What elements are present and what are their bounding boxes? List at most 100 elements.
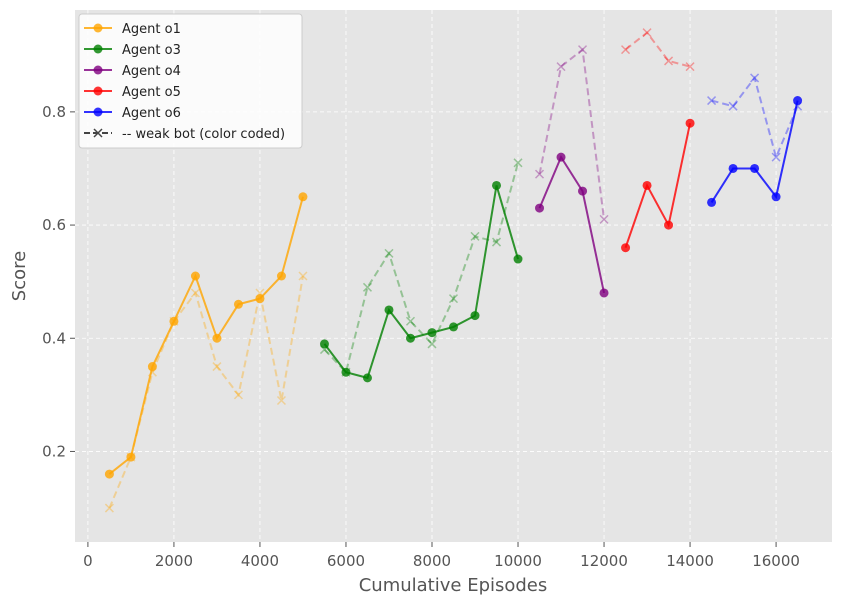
agent-o3-weak-bot-point [427, 339, 437, 349]
agent-o1-point [233, 299, 243, 309]
y-tick-label: 0.6 [42, 216, 66, 234]
agent-o4-point [556, 152, 566, 162]
x-tick-label: 8000 [413, 552, 451, 570]
agent-o4-point [578, 186, 588, 196]
agent-o3-point [470, 311, 480, 321]
agent-o1-weak-bot-point [104, 503, 114, 513]
legend: Agent o1 Agent o3 Agent o4 Agent o5 Agent o6… [78, 13, 303, 149]
agent-o3-point [341, 367, 351, 377]
agent-o6-point [728, 163, 738, 173]
x-tick-label: 12000 [580, 552, 628, 570]
agent-o3-point [427, 328, 437, 338]
agent-o6-weak-bot-point [771, 152, 781, 162]
agent-o1-weak-bot-point [276, 395, 286, 406]
legend-label: -- weak bot (color coded) [122, 127, 285, 142]
agent-o3-weak-bot-line [323, 162, 519, 375]
legend-weak-bot-marker [93, 128, 103, 138]
agent-o3-weak-bot-point [491, 237, 502, 247]
agent-o5-weak-bot-line [624, 31, 691, 68]
agent-o4-weak-bot-point [578, 45, 588, 55]
agent-o4-weak-bot-point [556, 62, 566, 72]
agent-o4-weak-bot-line [538, 47, 606, 220]
agent-o3-weak-bot-point [362, 282, 373, 292]
x-tick-label: 14000 [666, 552, 714, 570]
legend-label: Agent o1 [122, 22, 181, 37]
agent-o1-point [147, 362, 157, 372]
agent-o5-point [642, 180, 652, 190]
agent-o6-weak-bot-point [750, 73, 760, 83]
legend-label: Agent o6 [122, 106, 181, 121]
x-tick-label: 10000 [494, 552, 542, 570]
legend-swatch-marker [93, 44, 103, 54]
legend-swatch-marker [93, 107, 103, 117]
x-axis-ticks: 0 2000 4000 6000 8000 10000 12000 14000 16000 [83, 542, 800, 570]
agent-o5-point [685, 118, 695, 128]
agent-o1-weak-bot-point [212, 362, 222, 372]
agent-o6-weak-bot-point [728, 101, 738, 111]
agent-o3-weak-bot-point [513, 158, 523, 168]
agent-o3-weak-bot-point [470, 231, 480, 241]
agent-series [104, 96, 803, 479]
agent-o6-point [771, 192, 781, 202]
legend-label: Agent o5 [122, 85, 181, 100]
agent-o5-weak-bot-point [664, 56, 674, 66]
agent-o4-point [599, 288, 609, 298]
agent-o3-weak-bot-point [448, 294, 459, 304]
agent-o3-point [492, 180, 502, 190]
agent-o3-point [319, 339, 329, 349]
agent-o1-weak-bot-point [233, 390, 243, 400]
agent-o5-weak-bot-point [621, 45, 631, 55]
agent-o6-point [707, 197, 717, 207]
legend-swatch-marker [93, 23, 103, 33]
agent-o3-point [362, 373, 372, 383]
agent-o3-point [513, 254, 523, 264]
legend-label: Agent o3 [122, 43, 181, 58]
x-tick-label: 4000 [241, 552, 279, 570]
agent-o3-point [449, 322, 458, 332]
agent-o1-point [126, 452, 136, 462]
agent-o3-weak-bot-point [405, 316, 416, 326]
x-tick-label: 2000 [155, 552, 193, 570]
agent-o3-line [323, 185, 519, 380]
agent-o5-weak-bot-point [642, 28, 652, 38]
agent-o1-line [108, 196, 304, 475]
y-axis-ticks: 0.2 0.4 0.6 0.8 [42, 103, 75, 460]
y-axis-label: Score [9, 251, 30, 301]
agent-o4-point [535, 203, 545, 213]
grid-lines [75, 10, 832, 542]
agent-o1-point [104, 469, 114, 479]
agent-o1-point [298, 192, 308, 202]
agent-o1-point [255, 294, 265, 304]
x-tick-label: 16000 [752, 552, 800, 570]
agent-o4-weak-bot-point [534, 169, 545, 179]
agent-o1-point [190, 271, 200, 281]
y-tick-label: 0.2 [42, 442, 66, 460]
legend-label: Agent o4 [122, 64, 181, 79]
agent-o6-weak-bot-line [711, 75, 799, 161]
agent-o5-weak-bot-point [685, 62, 695, 72]
agent-o3-weak-bot-point [384, 248, 394, 258]
agent-o6-weak-bot-point [707, 96, 717, 106]
agent-o1-weak-bot-point [298, 271, 308, 281]
agent-o5-point [621, 243, 631, 253]
agent-o1-point [169, 316, 179, 326]
agent-o5-line [624, 122, 692, 249]
agent-o4-weak-bot-point [599, 214, 609, 224]
legend-box [78, 13, 303, 149]
x-tick-label: 6000 [327, 552, 365, 570]
y-tick-label: 0.8 [42, 103, 66, 121]
agent-o1-point [276, 271, 286, 281]
agent-o5-point [664, 220, 674, 230]
agent-o6-point [750, 163, 760, 173]
agent-o6-point [793, 96, 803, 106]
agent-o4-line [538, 154, 606, 294]
legend-swatch-marker [93, 86, 103, 96]
y-tick-label: 0.4 [42, 329, 66, 347]
agent-o1-weak-bot-point [190, 288, 200, 298]
agent-o3-point [405, 333, 415, 343]
x-tick-label: 0 [83, 552, 93, 570]
x-axis-label: Cumulative Episodes [359, 575, 548, 596]
legend-swatch-marker [93, 65, 103, 75]
agent-o1-point [212, 333, 222, 343]
